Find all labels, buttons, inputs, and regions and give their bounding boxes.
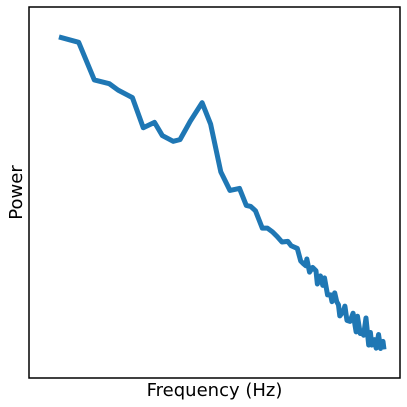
y-axis-label: Power bbox=[6, 165, 27, 220]
series-layer bbox=[58, 34, 387, 351]
power-spectrum-line bbox=[58, 34, 387, 351]
x-axis-label: Frequency (Hz) bbox=[147, 380, 283, 401]
axes-frame bbox=[28, 6, 401, 379]
